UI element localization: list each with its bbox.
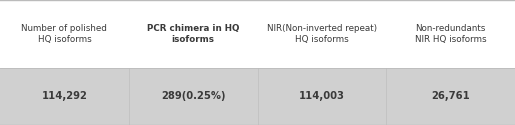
Bar [0, 68, 515, 125]
Text: 114,003: 114,003 [299, 91, 345, 101]
Text: 114,292: 114,292 [41, 91, 88, 101]
Text: PCR chimera in HQ
isoforms: PCR chimera in HQ isoforms [147, 24, 239, 44]
Bar [0, 0, 515, 68]
Text: Non-redundants
NIR HQ isoforms: Non-redundants NIR HQ isoforms [415, 24, 487, 44]
Text: NIR(Non-inverted repeat)
HQ isoforms: NIR(Non-inverted repeat) HQ isoforms [267, 24, 377, 44]
Text: Number of polished
HQ isoforms: Number of polished HQ isoforms [22, 24, 107, 44]
Text: 26,761: 26,761 [431, 91, 470, 101]
Text: 289(0.25%): 289(0.25%) [161, 91, 226, 101]
